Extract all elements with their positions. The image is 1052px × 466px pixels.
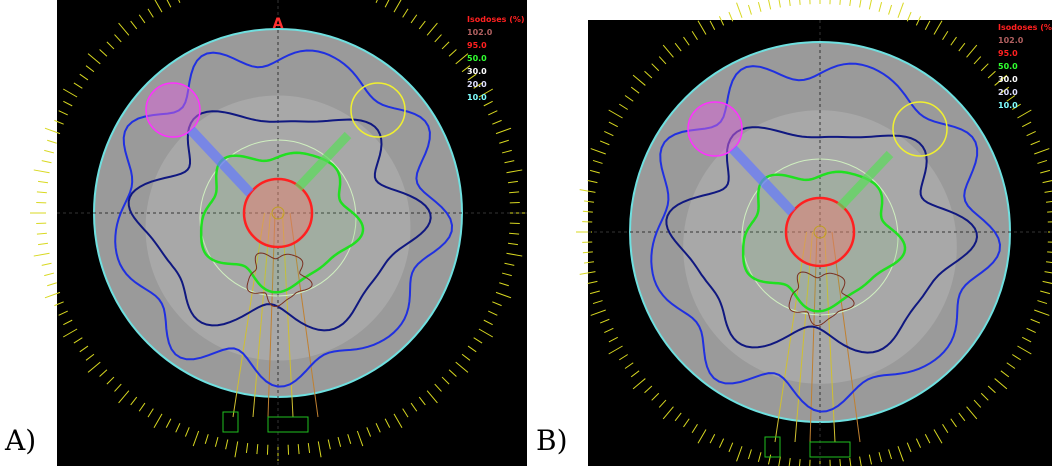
dial-tick <box>789 0 790 6</box>
dial-tick <box>34 253 50 256</box>
dial-tick <box>38 243 48 244</box>
dial-tick <box>879 2 882 12</box>
legend-entry: 102.0 <box>998 36 1024 45</box>
dial-tick <box>860 0 863 7</box>
dial-tick <box>907 12 911 21</box>
legend-entry: 10.0 <box>998 101 1018 110</box>
legend-entry: 50.0 <box>467 54 487 63</box>
dial-tick <box>44 273 54 276</box>
dial-tick <box>47 283 57 286</box>
legend-title: Isodoses (%) <box>998 23 1052 32</box>
dial-tick <box>758 2 761 12</box>
dial-tick <box>889 5 892 15</box>
dial-tick <box>44 150 54 153</box>
dial-tick <box>768 0 770 9</box>
dial-tick <box>38 181 48 182</box>
legend-entry: 30.0 <box>467 67 487 76</box>
dial-tick <box>898 3 903 18</box>
legend-entry: 102.0 <box>467 28 493 37</box>
dial-tick <box>42 263 52 265</box>
dial-tick <box>47 140 57 143</box>
dial-tick <box>737 3 742 18</box>
legend-entry: 20.0 <box>998 88 1018 97</box>
dial-tick <box>37 192 47 193</box>
dial-tick <box>34 170 50 173</box>
dial-tick <box>840 0 841 5</box>
dial-tick <box>778 0 781 7</box>
legend-entry: 20.0 <box>467 80 487 89</box>
legend-entry: 30.0 <box>998 75 1018 84</box>
insert <box>146 83 200 137</box>
panel: Isodoses (%) 102.0 95.0 50.0 30.0 20.0 10.0 B) <box>536 0 1052 466</box>
dial-tick <box>799 0 800 5</box>
figure: A Isodoses (%) 102.0 95.0 50.0 30.0 20.0 10.0 A)… <box>0 0 1052 466</box>
panel-label: B) <box>536 424 568 457</box>
legend-title: Isodoses (%) <box>467 15 525 24</box>
dial-tick <box>869 0 871 9</box>
panel: A Isodoses (%) 102.0 95.0 50.0 30.0 20.0 10.0 A) <box>4 0 527 466</box>
legend-entry: 50.0 <box>998 62 1018 71</box>
dial-tick <box>850 0 851 6</box>
dial-tick <box>748 5 751 15</box>
dial-tick <box>37 233 47 234</box>
legend-entry: 95.0 <box>998 49 1018 58</box>
orientation-marker: A <box>273 16 284 32</box>
dial-tick <box>729 12 733 21</box>
panel-label: A) <box>4 424 36 457</box>
dial-tick <box>42 161 52 163</box>
insert <box>688 102 742 156</box>
legend-entry: 10.0 <box>467 93 487 102</box>
legend-entry: 95.0 <box>467 41 487 50</box>
